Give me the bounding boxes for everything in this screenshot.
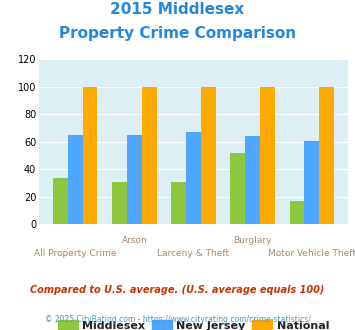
- Text: All Property Crime: All Property Crime: [34, 249, 116, 258]
- Text: Arson: Arson: [121, 236, 147, 245]
- Text: Motor Vehicle Theft: Motor Vehicle Theft: [268, 249, 355, 258]
- Text: © 2025 CityRating.com - https://www.cityrating.com/crime-statistics/: © 2025 CityRating.com - https://www.city…: [45, 315, 310, 324]
- Bar: [319, 87, 334, 224]
- Bar: [186, 132, 201, 224]
- Bar: [230, 153, 245, 224]
- Bar: [53, 178, 68, 224]
- Text: Property Crime Comparison: Property Crime Comparison: [59, 26, 296, 41]
- Bar: [201, 87, 215, 224]
- Text: Compared to U.S. average. (U.S. average equals 100): Compared to U.S. average. (U.S. average …: [30, 285, 325, 295]
- Text: Larceny & Theft: Larceny & Theft: [157, 249, 230, 258]
- Bar: [290, 201, 304, 224]
- Bar: [83, 87, 97, 224]
- Bar: [68, 135, 83, 224]
- Bar: [260, 87, 275, 224]
- Bar: [127, 135, 142, 224]
- Legend: Middlesex, New Jersey, National: Middlesex, New Jersey, National: [53, 316, 334, 330]
- Bar: [171, 182, 186, 224]
- Bar: [112, 182, 127, 224]
- Text: Burglary: Burglary: [233, 236, 272, 245]
- Bar: [245, 136, 260, 224]
- Bar: [142, 87, 157, 224]
- Bar: [304, 141, 319, 224]
- Text: 2015 Middlesex: 2015 Middlesex: [110, 2, 245, 16]
